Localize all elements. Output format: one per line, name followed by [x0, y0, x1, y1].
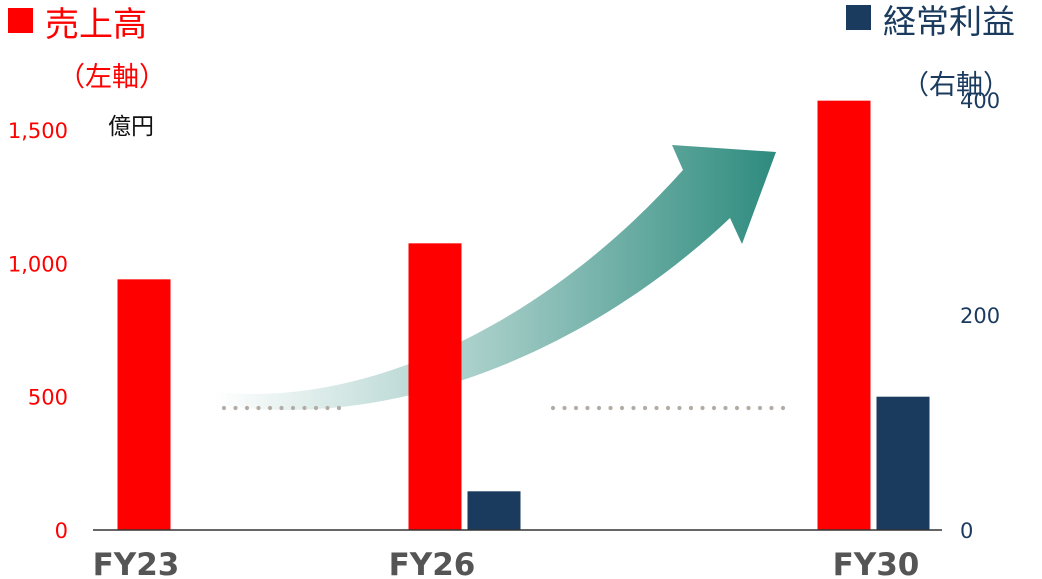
legend-sales: 売上高: [8, 8, 147, 42]
legend-sales-label: 売上高: [45, 5, 147, 45]
connector-dot: [573, 405, 579, 411]
connector-dot: [757, 405, 763, 411]
growth-arrow: [215, 145, 776, 410]
left-tick-label: 0: [55, 519, 68, 543]
connector-dot: [313, 405, 319, 411]
legend-profit-label: 経常利益: [883, 2, 1015, 41]
right-tick-label: 0: [960, 519, 973, 543]
connector-dot: [279, 405, 284, 411]
connector-dot: [711, 405, 717, 411]
x-tick-fy23: FY23: [93, 547, 180, 579]
connector-dot: [550, 405, 556, 411]
right-axis-label: （右軸）: [902, 70, 1010, 101]
connector-dot: [585, 405, 590, 411]
bar-sales-fy30: [817, 100, 871, 531]
connector-dot: [221, 405, 227, 411]
unit-label: 億円: [108, 114, 154, 140]
connector-dot: [688, 405, 694, 411]
legend-ordinary-profit: 経常利益: [846, 5, 1015, 38]
connector-dot: [608, 405, 613, 411]
connector-dot: [631, 405, 636, 411]
connector-dot: [233, 405, 238, 411]
bar-sales-fy26: [408, 243, 462, 531]
right-tick-label: 200: [960, 304, 1000, 328]
bar-profit-fy30: [876, 396, 930, 530]
connector-dot: [769, 405, 774, 411]
legend-profit-swatch: [846, 5, 871, 30]
connector-dot: [642, 405, 648, 411]
connector-dot: [256, 405, 261, 411]
connector-dot: [665, 405, 671, 411]
x-tick-fy26: FY26: [389, 547, 476, 579]
left-tick-label: 1,500: [8, 119, 68, 143]
connector-dot: [267, 405, 273, 411]
left-axis-label: （左軸）: [58, 62, 166, 93]
connector-dot: [746, 405, 751, 411]
bar-profit-fy26: [467, 491, 521, 530]
connector-dot: [700, 405, 705, 411]
left-tick-label: 1,000: [8, 252, 68, 276]
connector-dot: [654, 405, 659, 411]
connector-dot: [596, 405, 602, 411]
x-tick-fy30: FY30: [833, 547, 920, 579]
connector-dot: [302, 405, 307, 411]
bar-sales-fy23: [117, 279, 171, 530]
connector-dot: [677, 405, 682, 411]
right-tick-label: 400: [960, 89, 1000, 113]
connector-dot: [290, 405, 296, 411]
connector-dot: [562, 405, 567, 411]
legend-sales-swatch: [8, 8, 33, 33]
connector-dot: [325, 405, 330, 411]
connector-dot: [723, 405, 728, 411]
connector-dot: [734, 405, 740, 411]
connector-dot: [244, 405, 250, 411]
connector-dot: [780, 405, 786, 411]
connector-dot: [619, 405, 625, 411]
connector-dot: [336, 405, 342, 411]
left-tick-label: 500: [28, 386, 68, 410]
